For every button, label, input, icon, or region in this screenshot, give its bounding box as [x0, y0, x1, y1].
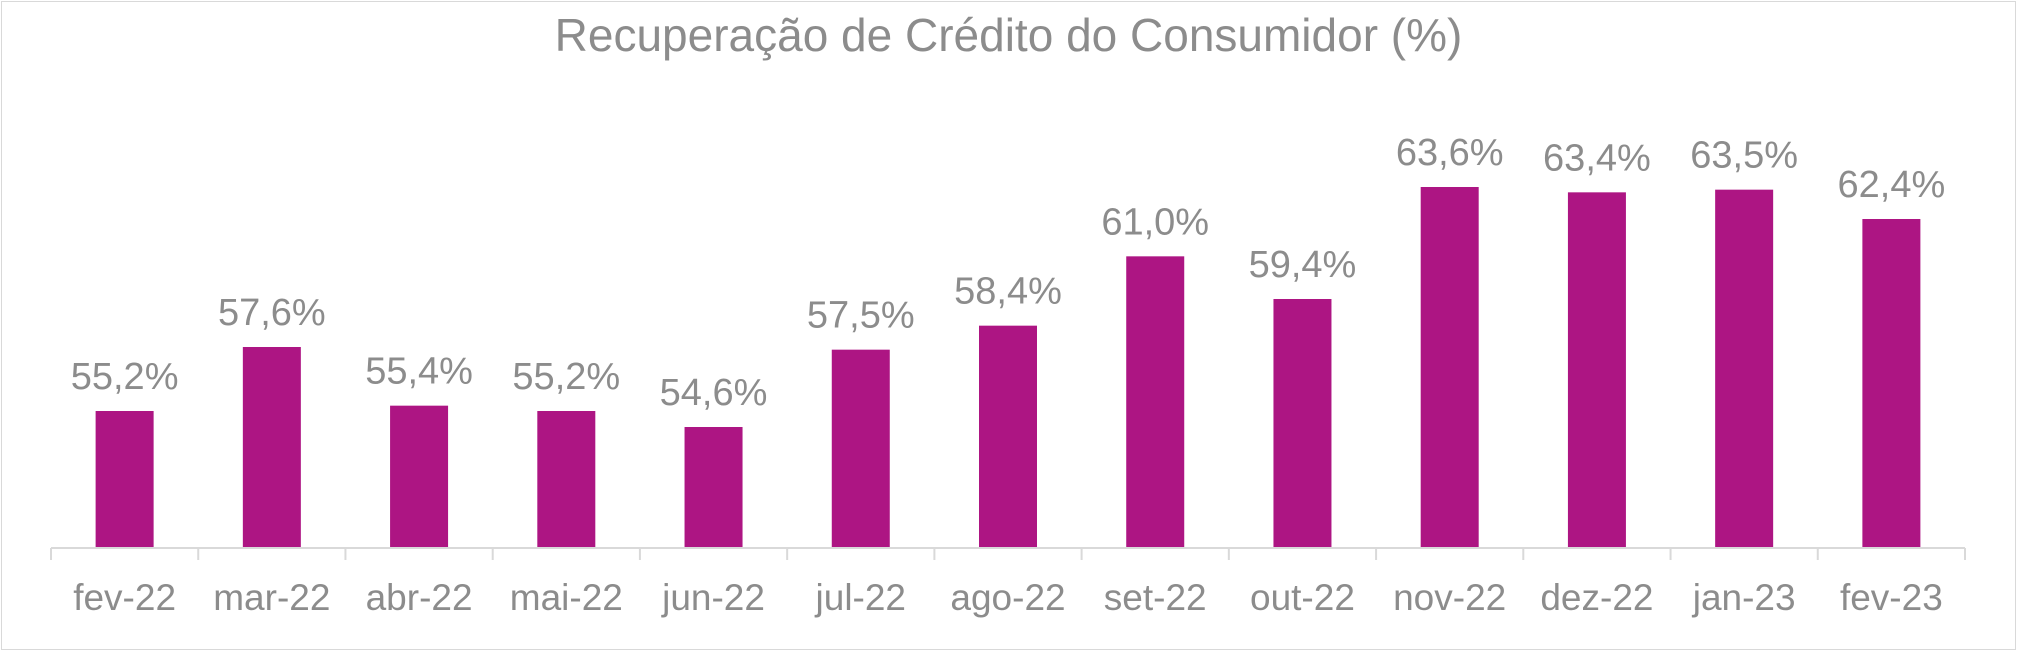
chart-title: Recuperação de Crédito do Consumidor (%) [554, 9, 1463, 61]
data-label-jul-22: 57,5% [807, 295, 915, 337]
bar-fev-23 [1862, 219, 1921, 548]
x-axis [50, 547, 1966, 560]
x-tick-label-ago-22: ago-22 [950, 577, 1065, 618]
data-label-ago-22: 58,4% [954, 271, 1062, 313]
x-tick-label-set-22: set-22 [1104, 577, 1207, 618]
x-tick-label-jun-22: jun-22 [661, 577, 765, 618]
x-tick-label-fev-23: fev-23 [1840, 577, 1943, 618]
bar-fev-22 [95, 411, 154, 548]
bar-nov-22 [1420, 187, 1479, 548]
data-label-jun-22: 54,6% [660, 372, 768, 414]
x-tick-label-jul-22: jul-22 [815, 577, 907, 618]
data-label-dez-22: 63,4% [1543, 137, 1651, 179]
bar-ago-22 [979, 325, 1037, 548]
x-tick-labels-group: fev-22 mar-22 abr-22 mai-22 jun-22 jul-22 ago-… [73, 577, 1943, 618]
data-label-fev-22: 55,2% [71, 356, 179, 398]
bar-out-22 [1273, 299, 1332, 548]
data-label-set-22: 61,0% [1101, 201, 1209, 243]
x-tick-label-abr-22: abr-22 [366, 577, 473, 618]
bar-dez-22 [1567, 192, 1626, 549]
x-tick-label-fev-22: fev-22 [73, 577, 176, 618]
data-label-mar-22: 57,6% [218, 292, 326, 334]
bar-abr-22 [390, 405, 449, 548]
data-label-abr-22: 55,4% [365, 351, 473, 393]
bar-jul-22 [831, 349, 890, 548]
data-label-jan-23: 63,5% [1690, 135, 1798, 177]
x-tick-label-dez-22: dez-22 [1540, 577, 1653, 618]
data-label-out-22: 59,4% [1249, 244, 1357, 286]
x-tick-label-nov-22: nov-22 [1393, 577, 1506, 618]
bar-jun-22 [684, 427, 743, 548]
data-label-nov-22: 63,6% [1396, 132, 1504, 174]
data-label-mai-22: 55,2% [512, 356, 620, 398]
bar-jan-23 [1715, 189, 1774, 548]
data-labels-group: 55,2% 57,6% 55,4% 55,2% 54,6% 57,5% 58,4% 61,0%… [71, 132, 1946, 414]
x-tick-label-jan-23: jan-23 [1692, 577, 1796, 618]
x-tick-label-out-22: out-22 [1250, 577, 1355, 618]
data-label-fev-23: 62,4% [1838, 164, 1946, 206]
x-tick-label-mar-22: mar-22 [213, 577, 330, 618]
bar-mai-22 [537, 411, 596, 548]
bar-mar-22 [242, 347, 301, 548]
bar-set-22 [1126, 256, 1185, 548]
x-tick-label-mai-22: mai-22 [510, 577, 623, 618]
bars-group [95, 187, 1921, 549]
